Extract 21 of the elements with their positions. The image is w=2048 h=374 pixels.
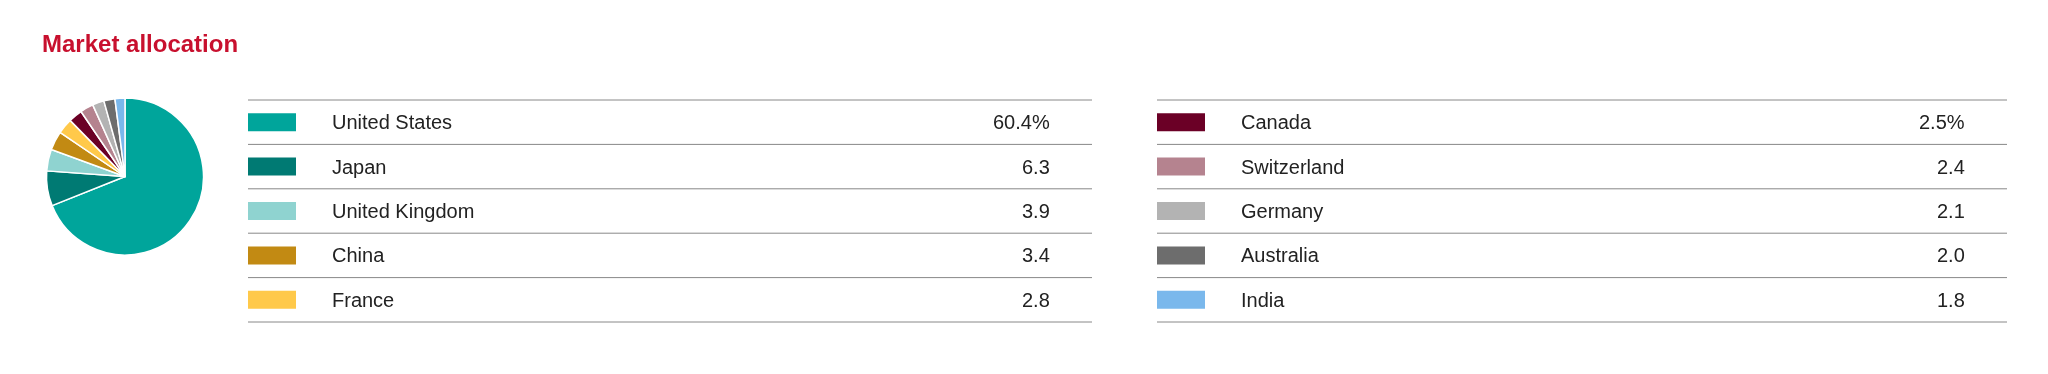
data-label: 60.4% xyxy=(993,111,1050,133)
data-label: 6.3 xyxy=(1022,156,1050,178)
legend-label: India xyxy=(1241,289,1286,311)
legend-label: United Kingdom xyxy=(332,200,475,222)
data-label: 3.9 xyxy=(1022,200,1050,222)
data-label: 2.4 xyxy=(1937,156,1965,178)
data-label: 1.8 xyxy=(1937,289,1965,311)
legend-label: Japan xyxy=(332,156,387,178)
data-label: 3.4 xyxy=(1022,244,1050,266)
legend-label: Switzerland xyxy=(1241,156,1345,178)
data-label: 2.0 xyxy=(1937,244,1965,266)
legend-label: Australia xyxy=(1241,244,1320,266)
legend-label: China xyxy=(332,244,386,266)
legend-label: Canada xyxy=(1241,111,1312,133)
data-label: 2.5% xyxy=(1919,111,1965,133)
legend-label: Germany xyxy=(1241,200,1324,222)
legend-label: United States xyxy=(332,111,453,133)
data-label: 2.8 xyxy=(1022,289,1050,311)
data-label: 2.1 xyxy=(1937,200,1965,222)
chart-title: Market allocation xyxy=(42,30,239,57)
legend-label: France xyxy=(332,289,395,311)
